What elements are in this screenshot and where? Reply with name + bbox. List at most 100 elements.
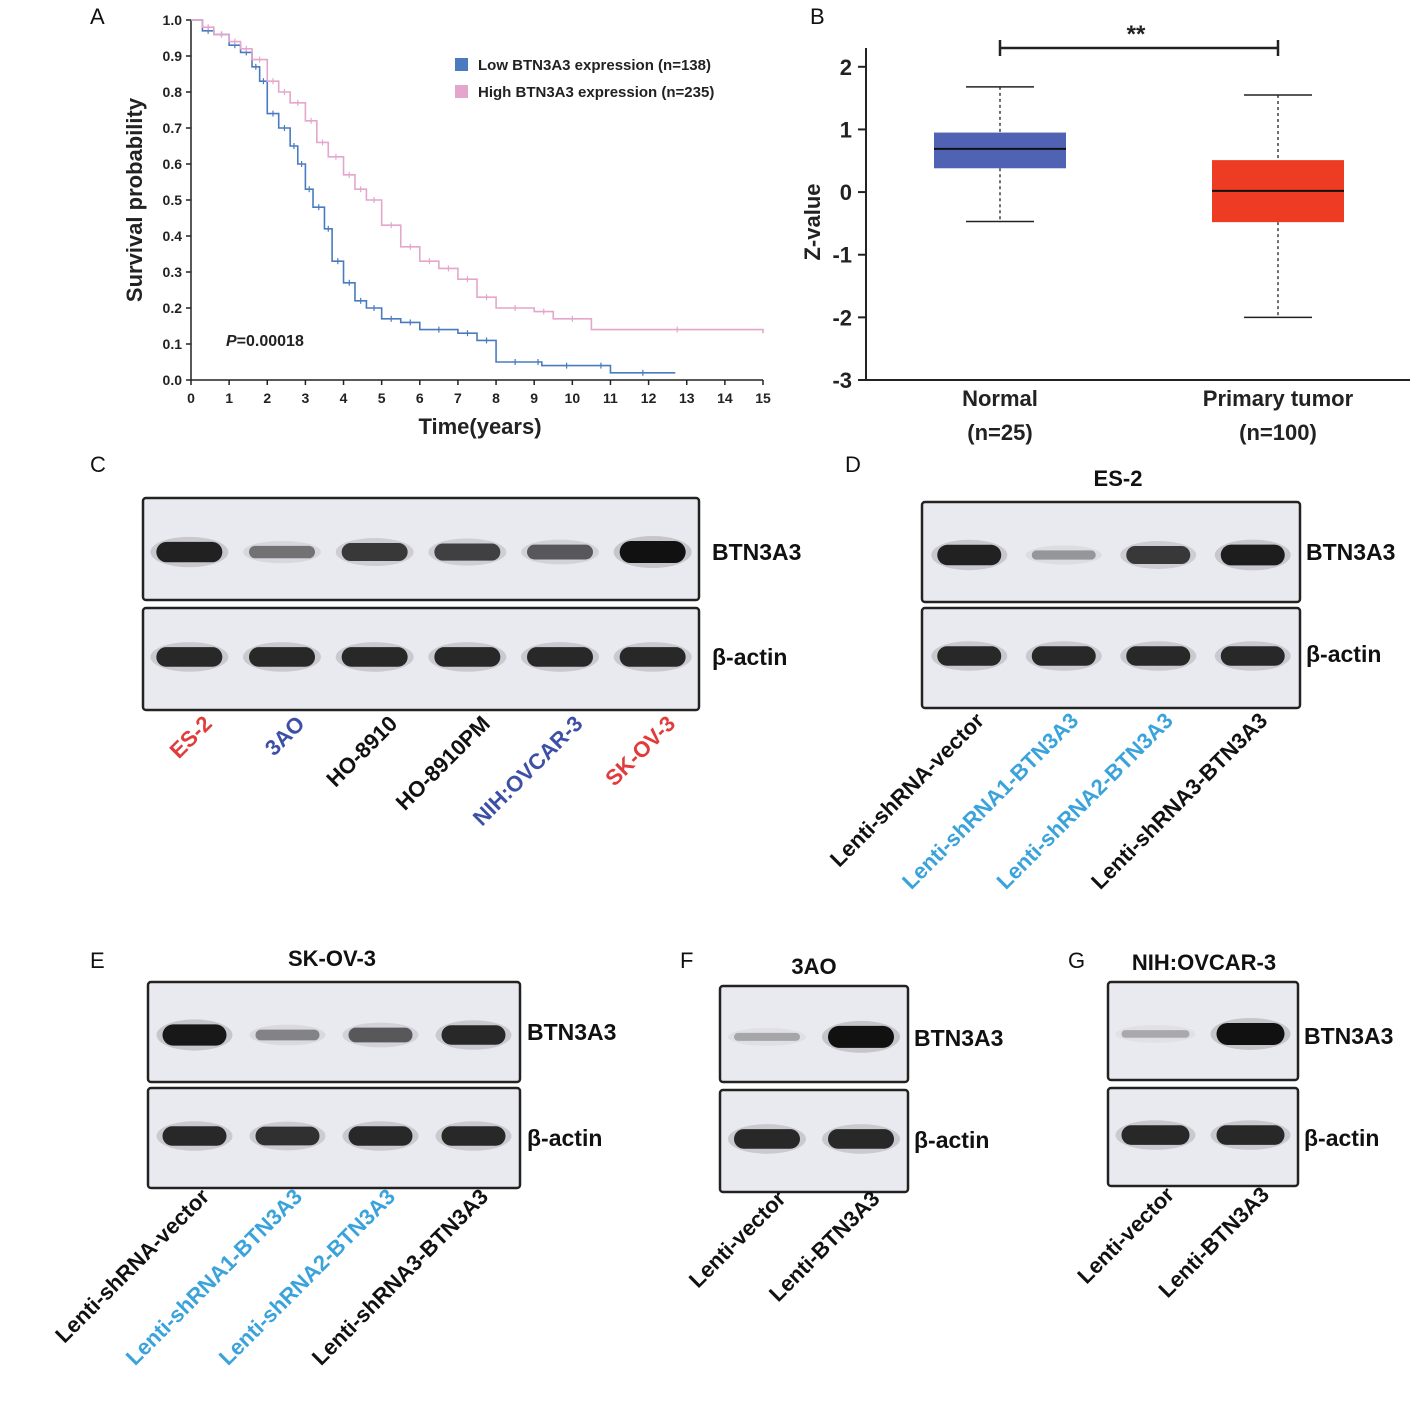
band-c-btn3a3-1 [156,541,223,563]
lane-label-f-1: Lenti-vector [684,1186,791,1293]
blot-d-actin [920,606,1302,710]
box-normal [934,132,1066,169]
band-c-btn3a3-5 [527,544,593,560]
band-d-actin-4 [1220,646,1285,666]
lane-label-d-3: Lenti-shRNA2-BTN3A3 [992,708,1178,894]
bands-e [156,1019,512,1151]
protein-label-d-actin: β-actin [1306,641,1381,667]
km-x-tick-label: 11 [603,390,618,406]
protein-label-e-btn3a3: BTN3A3 [527,1019,616,1045]
lane-label-d-2: Lenti-shRNA1-BTN3A3 [897,708,1083,894]
box-y-tick-label: -3 [832,368,852,393]
km-y-tick-label: 0.4 [163,228,183,244]
bands-f [728,1020,900,1154]
km-y-tick-label: 0.8 [163,84,183,100]
band-d-btn3a3-2 [1031,550,1096,560]
lane-label-c-4: HO-8910PM [391,711,495,815]
km-y-tick-label: 0.9 [163,48,183,64]
band-e-btn3a3-4 [441,1025,506,1045]
km-x-tick-label: 9 [530,390,538,406]
band-e-actin-3 [348,1126,413,1146]
km-y-tick-label: 0.3 [163,264,183,280]
blot-g-btn3a3 [1106,980,1300,1082]
band-f-btn3a3-1-halo [728,1027,806,1046]
band-c-actin-3 [341,647,408,667]
box-y-tick-label: 0 [840,180,852,205]
km-y-tick-label: 0.2 [163,300,183,316]
blot-c-actin [141,606,701,712]
box-y-tick-label: 2 [840,55,852,80]
km-legend: Low BTN3A3 expression (n=138) High BTN3A… [455,57,714,101]
band-f-btn3a3-1 [734,1032,800,1041]
band-d-btn3a3-3 [1126,546,1191,564]
band-c-actin-2 [249,647,315,667]
significance-stars: ** [1127,21,1146,48]
legend-label-high: High BTN3A3 expression (n=235) [478,84,714,101]
blot-g-title: NIH:OVCAR-3 [1132,950,1276,975]
km-p-value: P=0.00018 [226,333,304,350]
km-axes [190,20,763,381]
box-y-tick-label: 1 [840,117,852,142]
lane-labels-d: Lenti-shRNA-vectorLenti-shRNA1-BTN3A3Len… [825,708,1272,895]
km-x-tick-label: 14 [717,390,733,406]
blot-c-btn3a3 [141,496,701,602]
protein-label-g-actin: β-actin [1304,1125,1379,1151]
box-y-axis-title: Z-value [800,183,825,260]
blot-g-actin [1106,1086,1300,1188]
km-x-ticks: 0 1 2 3 4 5 6 7 8 9 10 11 12 13 14 15 [187,380,771,406]
boxes [934,86,1344,319]
legend-swatch-low [455,58,468,71]
km-x-tick-label: 3 [302,390,310,406]
band-d-actin-3 [1126,646,1191,666]
blot-f-title: 3AO [791,954,836,979]
panel-e-western-blot: E SK-OV-3 BTN3A3 β-actin Lenti-shRNA-vec… [50,946,616,1370]
km-y-tick-label: 0.1 [163,336,183,352]
band-c-btn3a3-3 [341,543,408,562]
band-e-actin-2 [255,1126,320,1146]
panel-d-western-blot: D ES-2 BTN3A3 β-actin Lenti-shRNA-vector… [825,452,1395,894]
lane-label-c-2: 3AO [260,711,310,761]
band-e-btn3a3-3 [348,1027,413,1043]
km-x-tick-label: 15 [755,390,771,406]
band-f-actin-2 [828,1129,894,1149]
lane-label-e-4: Lenti-shRNA3-BTN3A3 [307,1184,493,1370]
significance-bracket: ** [998,21,1280,56]
category-tumor-n: (n=100) [1239,420,1317,445]
protein-label-d-btn3a3: BTN3A3 [1306,539,1395,565]
lane-label-c-6: SK-OV-3 [600,711,680,791]
category-normal: Normal [962,386,1038,411]
band-g-actin-2 [1216,1125,1285,1145]
band-c-btn3a3-6 [619,541,686,564]
panel-f-western-blot: F 3AO BTN3A3 β-actin Lenti-vectorLenti-B… [680,948,1003,1306]
band-g-btn3a3-1-halo [1115,1025,1196,1043]
km-x-tick-label: 1 [225,390,233,406]
blot-e-btn3a3 [146,980,522,1084]
band-e-actin-4 [441,1126,506,1146]
band-c-actin-4 [434,647,501,667]
km-y-ticks: 0.0 0.1 0.2 0.3 0.4 0.5 0.6 0.7 0.8 0.9 1.0 [163,12,191,388]
lane-label-e-1: Lenti-shRNA-vector [50,1184,214,1348]
lane-label-g-1: Lenti-vector [1072,1182,1179,1289]
blot-e-actin [146,1086,522,1190]
p-label: P [226,333,237,350]
legend-label-low: Low BTN3A3 expression (n=138) [478,57,711,74]
lane-label-e-2: Lenti-shRNA1-BTN3A3 [121,1184,307,1370]
band-e-btn3a3-1 [162,1024,227,1046]
panel-label-g: G [1068,948,1085,973]
km-x-tick-label: 4 [340,390,348,406]
box-y-tick-label: -1 [832,243,852,268]
category-tumor: Primary tumor [1203,386,1354,411]
protein-label-f-btn3a3: BTN3A3 [914,1025,1003,1051]
km-y-tick-label: 0.5 [163,192,183,208]
band-d-btn3a3-2-halo [1025,545,1102,565]
box-y-tick-label: -2 [832,305,852,330]
blot-f-btn3a3 [718,984,910,1084]
panel-label-a: A [90,4,105,29]
panel-label-e: E [90,948,105,973]
band-d-actin-2 [1031,646,1096,666]
bands-c [150,536,692,672]
lane-label-d-1: Lenti-shRNA-vector [825,708,989,872]
band-e-btn3a3-2 [255,1029,320,1041]
